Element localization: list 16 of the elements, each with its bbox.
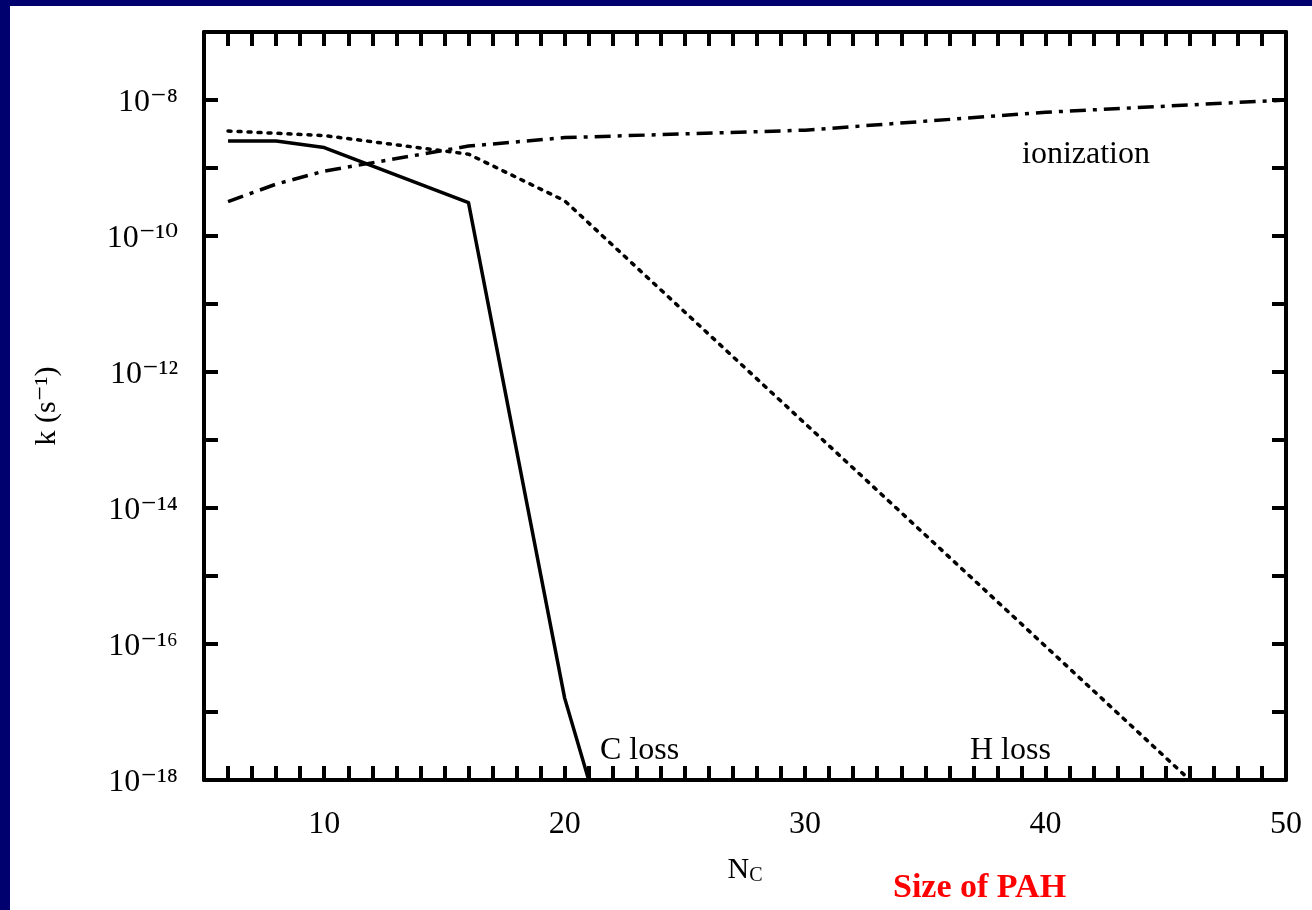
x-tick-label: 20 <box>548 804 581 840</box>
x-tick-label: 40 <box>1029 804 1062 840</box>
y-tick-label: 10⁻¹⁰ <box>106 218 178 254</box>
annotation: ionization <box>1022 134 1150 170</box>
text: Size of PAH <box>893 866 1067 904</box>
y-axis-title: k (s⁻¹) <box>27 366 62 446</box>
y-tick-label: 10⁻¹² <box>109 354 178 390</box>
y-tick-label: 10⁻¹⁸ <box>108 762 178 798</box>
x-tick-label: 10 <box>308 804 341 840</box>
y-tick-label: 10⁻⁸ <box>117 82 178 118</box>
x-tick-label: 50 <box>1270 804 1302 840</box>
y-tick-label: 10⁻¹⁶ <box>108 626 178 662</box>
annotation: C loss <box>600 730 680 766</box>
y-tick-label: 10⁻¹⁴ <box>108 490 178 526</box>
x-tick-label: 30 <box>789 804 822 840</box>
annotation: H loss <box>970 730 1051 766</box>
